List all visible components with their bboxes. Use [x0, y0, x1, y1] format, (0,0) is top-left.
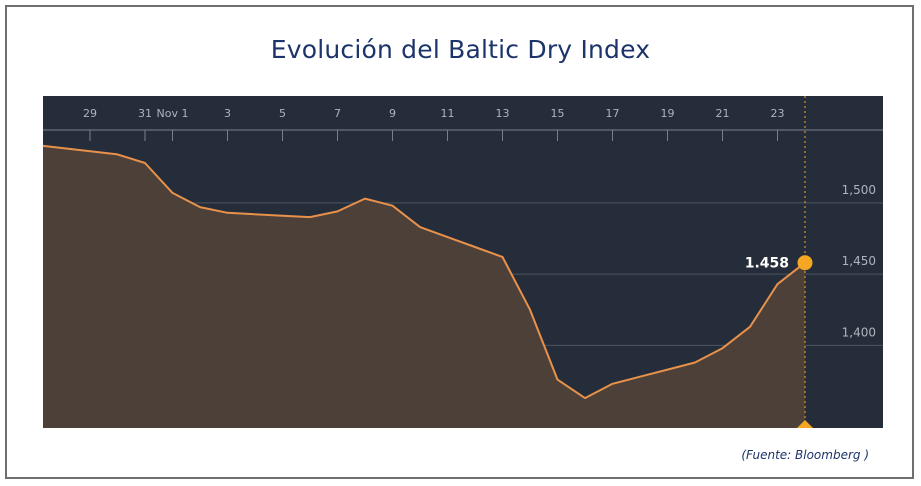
- x-tick-label: 11: [441, 107, 455, 120]
- x-tick-label: 13: [496, 107, 510, 120]
- x-tick-label: 9: [389, 107, 396, 120]
- x-tick-label: 17: [606, 107, 620, 120]
- x-tick-label: 29: [83, 107, 97, 120]
- last-data-point[interactable]: [797, 255, 813, 271]
- y-axis: 1,500 1,450 1,400: [842, 183, 876, 339]
- source-note: (Fuente: Bloomberg ): [741, 448, 869, 462]
- last-value-label: 1.458: [745, 256, 789, 272]
- x-tick-label: 19: [661, 107, 675, 120]
- y-tick-label: 1,500: [842, 183, 876, 197]
- x-tick-label: 31: [138, 107, 152, 120]
- x-axis: 29 31 Nov 1 3 5 7 9 11 13 15 17 19 21 23: [43, 107, 883, 141]
- x-tick-label: Nov 1: [157, 107, 189, 120]
- series-area: [43, 145, 805, 428]
- x-tick-label: 7: [334, 107, 341, 120]
- x-tick-label: 21: [716, 107, 730, 120]
- x-tick-label: 5: [279, 107, 286, 120]
- x-tick-label: 15: [551, 107, 565, 120]
- y-tick-label: 1,400: [842, 325, 876, 339]
- series-line: [42, 144, 806, 400]
- chart-title: Evolución del Baltic Dry Index: [270, 35, 651, 64]
- y-tick-label: 1,450: [842, 254, 876, 268]
- x-tick-label: 3: [224, 107, 231, 120]
- x-tick-label: 23: [771, 107, 785, 120]
- cursor-triangle-marker: [797, 420, 813, 428]
